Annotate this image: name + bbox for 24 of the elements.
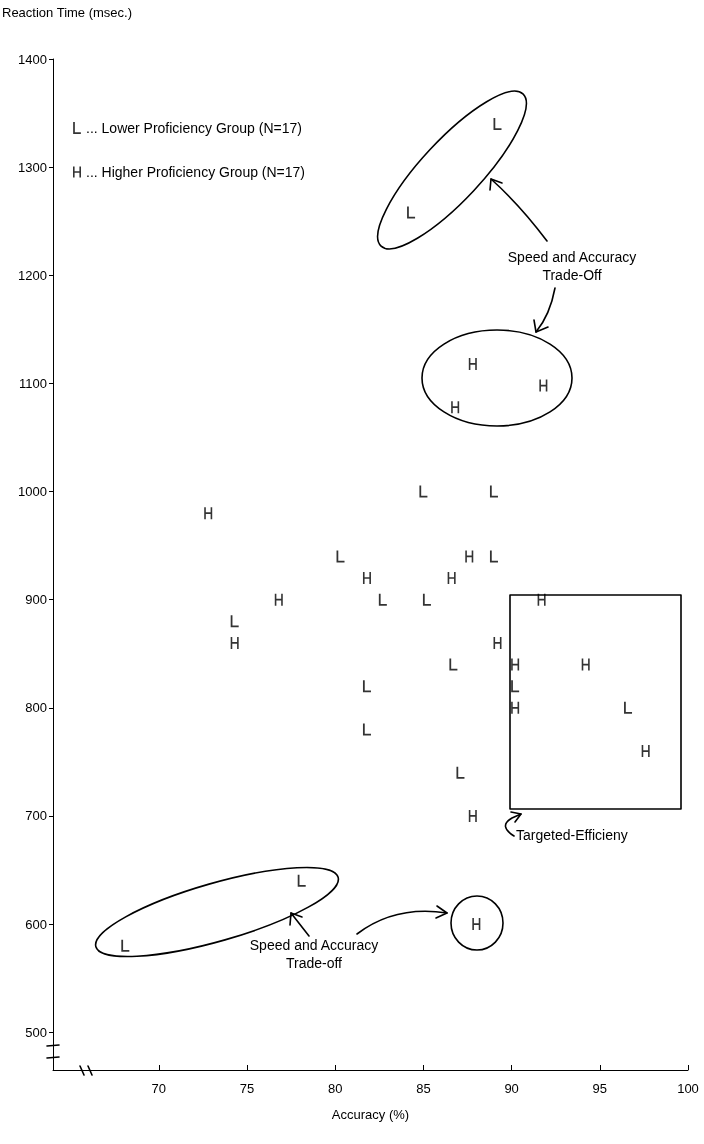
y-tick-label: 600 xyxy=(25,916,47,932)
x-tick-label: 90 xyxy=(504,1081,519,1096)
x-tick-label: 95 xyxy=(592,1081,608,1096)
annotation: Speed and Accuracy Trade-Off xyxy=(507,249,637,283)
y-tick-label: 1400 xyxy=(18,51,47,67)
legend-label: ... Higher Proficiency Group (N=17) xyxy=(86,164,306,180)
y-tick-label: 500 xyxy=(25,1024,47,1040)
x-tick-label: 70 xyxy=(151,1081,167,1096)
y-tick-label: 1300 xyxy=(18,159,47,175)
y-tick-label: 1200 xyxy=(18,267,47,283)
y-tick-label: 1100 xyxy=(19,375,47,391)
y-tick-label: 1000 xyxy=(18,484,47,500)
y-tick-label: 800 xyxy=(25,700,47,716)
x-tick-label: 100 xyxy=(677,1081,699,1096)
y-tick-label: 700 xyxy=(25,808,47,824)
annotation: Targeted-Efficieny xyxy=(516,827,628,843)
legend-label: ... Lower Proficiency Group (N=17) xyxy=(86,120,302,136)
y-axis-title: Reaction Time (msec.) xyxy=(2,5,133,20)
x-axis-title: Accuracy (%) xyxy=(331,1107,410,1122)
x-tick-label: 85 xyxy=(416,1081,431,1096)
x-tick-label: 80 xyxy=(327,1081,343,1096)
annotation: Speed and Accuracy Trade-off xyxy=(249,937,379,971)
x-tick-label: 75 xyxy=(239,1081,255,1096)
y-tick-label: 900 xyxy=(25,592,47,608)
